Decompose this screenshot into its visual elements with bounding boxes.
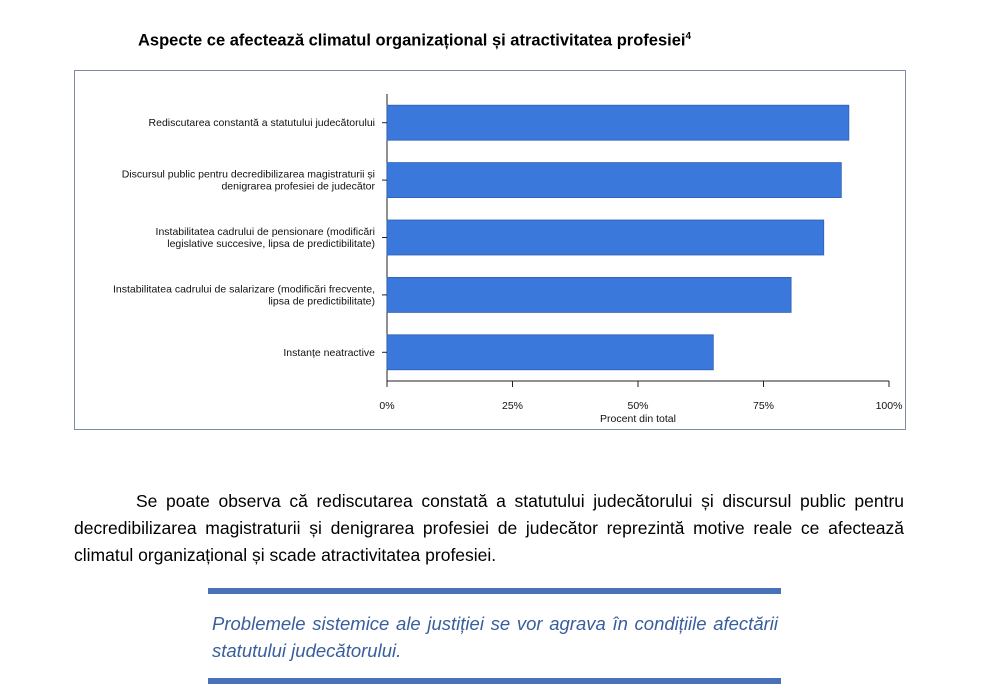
pull-quote: Problemele sistemice ale justiției se vo… (212, 613, 778, 661)
category-label: Discursul public pentru decredibilizarea… (122, 169, 375, 181)
bar (386, 162, 842, 198)
chart-title-text: Aspecte ce afectează climatul organizați… (138, 31, 686, 50)
quote-bottom-rule (208, 678, 781, 684)
x-tick-label: 100% (876, 400, 903, 412)
x-tick-label: 50% (627, 400, 648, 412)
bar-chart: Rediscutarea constantă a statutului jude… (113, 94, 903, 425)
category-label: lipsa de predictibilitate) (268, 295, 375, 307)
chart-title: Aspecte ce afectează climatul organizați… (138, 31, 691, 51)
bar (386, 219, 825, 256)
category-label: Instabilitatea cadrului de pensionare (m… (156, 226, 375, 238)
category-label: legislative succesive, lipsa de predicti… (167, 238, 375, 250)
x-tick-label: 25% (502, 400, 523, 412)
bar (386, 104, 850, 141)
quote-top-rule (208, 588, 781, 594)
bar (386, 276, 792, 313)
category-label: Rediscutarea constantă a statutului jude… (149, 117, 375, 129)
body-paragraph: Se poate observa că rediscutarea constat… (74, 491, 904, 565)
chart-frame: Rediscutarea constantă a statutului jude… (74, 70, 906, 430)
x-axis-title: Procent din total (600, 413, 676, 425)
category-label: Instabilitatea cadrului de salarizare (m… (113, 283, 375, 295)
category-label: Instanțe neatractive (283, 347, 375, 359)
x-tick-label: 75% (753, 400, 774, 412)
category-label: denigrarea profesiei de judecător (221, 181, 375, 193)
bar (386, 334, 714, 371)
x-tick-label: 0% (379, 400, 394, 412)
footnote-marker: 4 (685, 31, 692, 42)
